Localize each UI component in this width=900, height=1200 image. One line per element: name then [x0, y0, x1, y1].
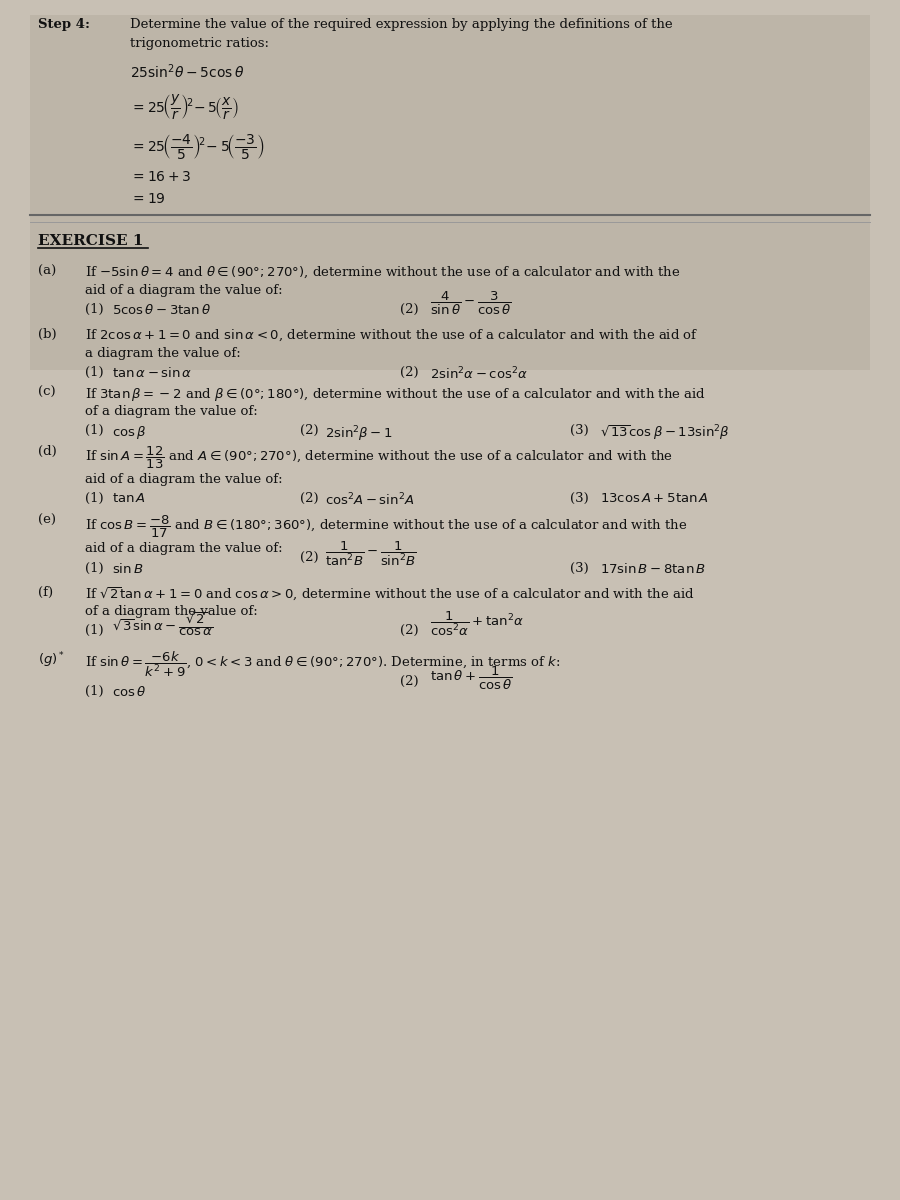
Text: $\tan\alpha-\sin\alpha$: $\tan\alpha-\sin\alpha$	[112, 366, 193, 380]
Text: (2): (2)	[400, 674, 419, 688]
FancyBboxPatch shape	[30, 14, 870, 370]
Text: $\dfrac{1}{\tan^2\!B}-\dfrac{1}{\sin^2\!B}$: $\dfrac{1}{\tan^2\!B}-\dfrac{1}{\sin^2\!…	[325, 540, 417, 569]
Text: $=16+3$: $=16+3$	[130, 170, 192, 184]
Text: $\tan A$: $\tan A$	[112, 492, 146, 505]
Text: Step 4:: Step 4:	[38, 18, 90, 31]
Text: $(g)^*$: $(g)^*$	[38, 650, 65, 670]
Text: (f): (f)	[38, 586, 53, 599]
Text: (1): (1)	[85, 624, 104, 637]
Text: $2\sin^2\!\alpha-\cos^2\!\alpha$: $2\sin^2\!\alpha-\cos^2\!\alpha$	[430, 366, 528, 383]
Text: $\dfrac{1}{\cos^2\!\alpha}+\tan^2\!\alpha$: $\dfrac{1}{\cos^2\!\alpha}+\tan^2\!\alph…	[430, 610, 524, 638]
Text: Determine the value of the required expression by applying the definitions of th: Determine the value of the required expr…	[130, 18, 672, 31]
Text: (2): (2)	[300, 424, 319, 437]
Text: If $2\cos\alpha+1=0$ and $\sin\alpha<0$, determine without the use of a calculat: If $2\cos\alpha+1=0$ and $\sin\alpha<0$,…	[85, 328, 698, 343]
Text: $\tan\theta+\dfrac{1}{\cos\theta}$: $\tan\theta+\dfrac{1}{\cos\theta}$	[430, 665, 513, 692]
Text: (2): (2)	[400, 366, 419, 379]
Text: $13\cos A+5\tan A$: $13\cos A+5\tan A$	[600, 492, 709, 505]
Text: $5\cos\theta-3\tan\theta$: $5\cos\theta-3\tan\theta$	[112, 302, 212, 317]
Text: (1): (1)	[85, 302, 104, 316]
Text: (2): (2)	[400, 302, 419, 316]
Text: (c): (c)	[38, 386, 56, 398]
Text: of a diagram the value of:: of a diagram the value of:	[85, 404, 257, 418]
Text: If $3\tan\beta=-2$ and $\beta\in(0°;180°)$, determine without the use of a calcu: If $3\tan\beta=-2$ and $\beta\in(0°;180°…	[85, 386, 706, 403]
Text: $\cos\theta$: $\cos\theta$	[112, 685, 147, 698]
Text: aid of a diagram the value of:: aid of a diagram the value of:	[85, 284, 283, 296]
Text: trigonometric ratios:: trigonometric ratios:	[130, 37, 269, 50]
Text: (1): (1)	[85, 685, 104, 698]
Text: $=25\!\left(\dfrac{y}{r}\right)^{\!2}\!-5\!\left(\dfrac{x}{r}\right)$: $=25\!\left(\dfrac{y}{r}\right)^{\!2}\!-…	[130, 92, 238, 121]
Text: (1): (1)	[85, 492, 104, 505]
Text: (e): (e)	[38, 514, 56, 527]
Text: a diagram the value of:: a diagram the value of:	[85, 347, 241, 360]
Text: $=25\!\left(\dfrac{-4}{5}\right)^{\!2}\!-5\!\left(\dfrac{-3}{5}\right)$: $=25\!\left(\dfrac{-4}{5}\right)^{\!2}\!…	[130, 132, 265, 161]
Text: (2): (2)	[400, 624, 419, 637]
Text: (b): (b)	[38, 328, 57, 341]
Text: If $\cos B=\dfrac{-8}{17}$ and $B\in(180°;360°)$, determine without the use of a: If $\cos B=\dfrac{-8}{17}$ and $B\in(180…	[85, 514, 688, 540]
Text: aid of a diagram the value of:: aid of a diagram the value of:	[85, 473, 283, 486]
Text: of a diagram the value of:: of a diagram the value of:	[85, 605, 257, 618]
Text: $\cos^2\!A-\sin^2\!A$: $\cos^2\!A-\sin^2\!A$	[325, 492, 415, 509]
Text: $25\sin^2\!\theta - 5\cos\theta$: $25\sin^2\!\theta - 5\cos\theta$	[130, 62, 245, 80]
Text: $\dfrac{4}{\sin\theta}-\dfrac{3}{\cos\theta}$: $\dfrac{4}{\sin\theta}-\dfrac{3}{\cos\th…	[430, 290, 512, 317]
Text: (1): (1)	[85, 366, 104, 379]
Text: If $\sqrt{2}\tan\alpha+1=0$ and $\cos\alpha>0$, determine without the use of a c: If $\sqrt{2}\tan\alpha+1=0$ and $\cos\al…	[85, 586, 695, 604]
Text: $2\sin^2\!\beta-1$: $2\sin^2\!\beta-1$	[325, 424, 392, 444]
Text: $17\sin B-8\tan B$: $17\sin B-8\tan B$	[600, 562, 706, 576]
Text: (3): (3)	[570, 562, 589, 575]
Text: If $\sin A=\dfrac{12}{13}$ and $A\in(90°;270°)$, determine without the use of a : If $\sin A=\dfrac{12}{13}$ and $A\in(90°…	[85, 445, 673, 472]
Text: (3): (3)	[570, 424, 589, 437]
Text: (d): (d)	[38, 445, 57, 458]
Text: $\sqrt{3}\sin\alpha-\dfrac{\sqrt{2}}{\cos\alpha}$: $\sqrt{3}\sin\alpha-\dfrac{\sqrt{2}}{\co…	[112, 610, 213, 638]
Text: If $-5\sin\theta=4$ and $\theta\in(90°;270°)$, determine without the use of a ca: If $-5\sin\theta=4$ and $\theta\in(90°;2…	[85, 265, 680, 281]
Text: (3): (3)	[570, 492, 589, 505]
Text: EXERCISE 1: EXERCISE 1	[38, 234, 143, 248]
Text: $=19$: $=19$	[130, 192, 166, 206]
Text: (2): (2)	[300, 492, 319, 505]
Text: (1): (1)	[85, 562, 104, 575]
Text: (2): (2)	[300, 551, 319, 564]
Text: $\cos\beta$: $\cos\beta$	[112, 424, 147, 440]
Text: If $\sin\theta=\dfrac{-6k}{k^2+9}$, $0<k<3$ and $\theta\in(90°;270°)$. Determine: If $\sin\theta=\dfrac{-6k}{k^2+9}$, $0<k…	[85, 650, 561, 679]
FancyBboxPatch shape	[30, 370, 870, 1190]
Text: aid of a diagram the value of:: aid of a diagram the value of:	[85, 542, 283, 554]
Text: (1): (1)	[85, 424, 104, 437]
Text: $\sqrt{13}\cos\beta-13\sin^2\!\beta$: $\sqrt{13}\cos\beta-13\sin^2\!\beta$	[600, 424, 730, 443]
Text: $\sin B$: $\sin B$	[112, 562, 143, 576]
Text: (a): (a)	[38, 265, 56, 278]
